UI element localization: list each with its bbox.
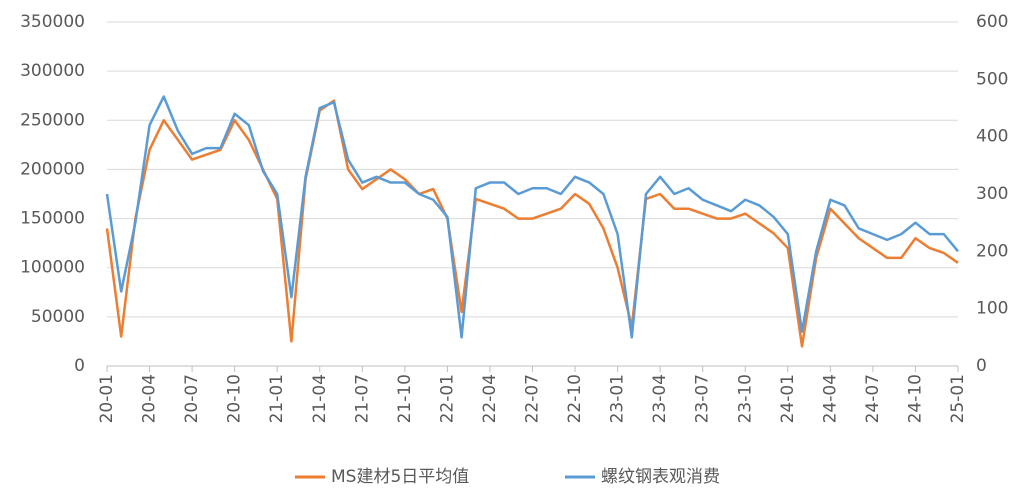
x-tick-label: 20-01 <box>97 374 117 423</box>
y2-tick-label: 500 <box>976 69 1008 89</box>
x-tick-label: 24-04 <box>820 374 840 423</box>
y-tick-label: 300000 <box>20 61 85 81</box>
y2-tick-label: 0 <box>976 356 987 376</box>
x-tick-label: 23-04 <box>650 374 670 423</box>
x-tick-label: 23-01 <box>608 374 628 423</box>
x-tick-label: 20-10 <box>225 374 245 423</box>
x-tick-label: 24-07 <box>863 374 883 423</box>
y-tick-label: 200000 <box>20 159 85 179</box>
series-line <box>105 95 959 339</box>
x-tick-label: 24-10 <box>905 374 925 423</box>
x-tick-label: 24-01 <box>778 374 798 423</box>
x-tick-label: 25-01 <box>948 374 968 423</box>
series-line <box>105 99 959 348</box>
y-tick-label: 150000 <box>20 209 85 229</box>
y-tick-label: 100000 <box>20 258 85 278</box>
x-tick-label: 21-04 <box>310 374 330 423</box>
x-tick-label: 22-04 <box>480 374 500 423</box>
y-tick-label: 350000 <box>20 12 85 32</box>
x-tick-label: 22-10 <box>565 374 585 423</box>
y2-tick-label: 400 <box>976 127 1008 147</box>
x-tick-label: 20-04 <box>140 374 160 423</box>
x-tick-label: 21-07 <box>352 374 372 423</box>
x-tick-label: 21-01 <box>267 374 287 423</box>
x-tick-label: 23-10 <box>735 374 755 423</box>
y-tick-label: 250000 <box>20 110 85 130</box>
y-tick-label: 50000 <box>31 307 85 327</box>
legend-label: 螺纹钢表观消费 <box>601 467 720 487</box>
x-tick-label: 23-07 <box>693 374 713 423</box>
x-tick-label: 22-01 <box>437 374 457 423</box>
y2-tick-label: 300 <box>976 184 1008 204</box>
y2-tick-label: 600 <box>976 12 1008 32</box>
legend-label: MS建材5日平均值 <box>331 467 469 487</box>
y2-tick-label: 100 <box>976 299 1008 319</box>
x-tick-label: 21-10 <box>395 374 415 423</box>
y2-tick-label: 200 <box>976 241 1008 261</box>
x-tick-label: 20-07 <box>182 374 202 423</box>
x-tick-label: 22-07 <box>523 374 543 423</box>
y-tick-label: 0 <box>74 356 85 376</box>
